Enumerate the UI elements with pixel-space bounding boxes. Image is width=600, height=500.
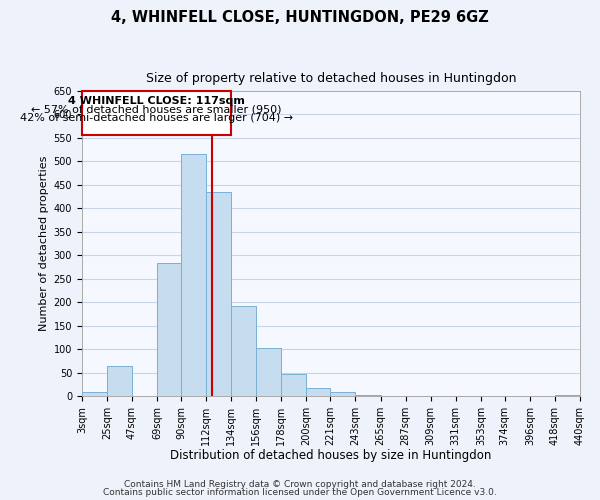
Text: 42% of semi-detached houses are larger (704) →: 42% of semi-detached houses are larger (… — [20, 114, 293, 124]
Bar — [82, 392, 107, 396]
Bar — [231, 306, 256, 396]
Text: 4 WHINFELL CLOSE: 117sqm: 4 WHINFELL CLOSE: 117sqm — [68, 96, 245, 106]
Bar — [181, 154, 206, 396]
Text: Contains HM Land Registry data © Crown copyright and database right 2024.: Contains HM Land Registry data © Crown c… — [124, 480, 476, 489]
Bar — [555, 395, 580, 396]
Bar — [157, 264, 181, 396]
Text: ← 57% of detached houses are smaller (950): ← 57% of detached houses are smaller (95… — [31, 105, 282, 115]
Bar — [281, 374, 307, 396]
Title: Size of property relative to detached houses in Huntingdon: Size of property relative to detached ho… — [146, 72, 516, 86]
Bar — [206, 192, 231, 396]
Y-axis label: Number of detached properties: Number of detached properties — [40, 156, 49, 331]
Bar — [307, 388, 331, 396]
Text: Contains public sector information licensed under the Open Government Licence v3: Contains public sector information licen… — [103, 488, 497, 497]
Text: 4, WHINFELL CLOSE, HUNTINGDON, PE29 6GZ: 4, WHINFELL CLOSE, HUNTINGDON, PE29 6GZ — [111, 10, 489, 25]
Bar — [331, 392, 355, 396]
Bar — [256, 348, 281, 396]
X-axis label: Distribution of detached houses by size in Huntingdon: Distribution of detached houses by size … — [170, 450, 491, 462]
Bar — [355, 395, 380, 396]
Bar — [107, 366, 132, 396]
Bar — [82, 91, 231, 136]
